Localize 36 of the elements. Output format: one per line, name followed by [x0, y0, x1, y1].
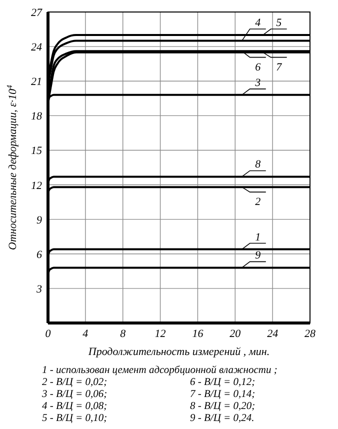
series-label: 3	[254, 76, 262, 89]
x-tick-label: 8	[120, 328, 126, 340]
x-tick-label: 16	[192, 328, 204, 340]
legend-label: 7	[276, 61, 282, 74]
y-tick-label: 27	[31, 7, 42, 19]
x-tick-label: 24	[267, 328, 279, 340]
y-tick-label: 21	[31, 76, 42, 88]
series-label: 4	[255, 17, 262, 30]
legend-label: 6	[255, 61, 262, 74]
series-label: 5	[276, 17, 282, 30]
text: 8 - В/Ц = 0,20;	[190, 401, 256, 412]
series-label: 1	[255, 231, 261, 244]
series-label: 8	[255, 158, 262, 171]
x-tick-label: 28	[304, 328, 316, 340]
text: 7 - В/Ц = 0,14;	[190, 389, 256, 400]
text: 2 - В/Ц = 0,02;	[42, 377, 108, 388]
legend-label: 2	[255, 196, 262, 208]
y-tick-label: 3	[36, 283, 42, 296]
text: 3 - В/Ц = 0,06;	[41, 389, 108, 400]
x-axis-title: Продолжительность измерений , мин.	[87, 346, 270, 358]
legend-label: 9	[255, 250, 262, 262]
x-tick-label: 20	[230, 328, 242, 340]
text: 6 - В/Ц = 0,12;	[190, 377, 256, 388]
y-tick-label: 24	[31, 42, 42, 54]
y-tick-label: 15	[31, 145, 42, 158]
y-tick-label: 9	[36, 214, 42, 226]
x-tick-label: 0	[45, 328, 52, 340]
y-tick-label: 18	[31, 110, 42, 123]
text: 5 - В/Ц = 0,10;	[42, 413, 108, 424]
y-tick-label: 6	[36, 248, 42, 261]
text: 1 - использован цемент адсорбционной влажности ;	[42, 365, 278, 376]
x-tick-label: 4	[82, 328, 89, 340]
text: 4 - В/Ц = 0,08;	[42, 401, 108, 412]
text: 9 - В/Ц = 0,24.	[190, 413, 254, 424]
x-tick-label: 12	[154, 328, 166, 340]
y-tick-label: 12	[31, 180, 42, 192]
